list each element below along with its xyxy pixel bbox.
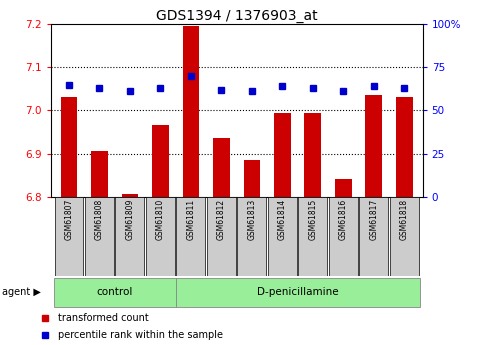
- Bar: [298, 197, 327, 276]
- Text: percentile rank within the sample: percentile rank within the sample: [58, 331, 223, 340]
- Bar: [176, 197, 205, 276]
- Bar: [213, 138, 230, 197]
- Text: GSM61814: GSM61814: [278, 199, 287, 240]
- Bar: [61, 98, 77, 197]
- Bar: [243, 160, 260, 197]
- Text: GSM61807: GSM61807: [65, 199, 73, 240]
- Text: GSM61816: GSM61816: [339, 199, 348, 240]
- Text: GSM61817: GSM61817: [369, 199, 378, 240]
- Bar: [122, 195, 138, 197]
- Bar: [359, 197, 388, 276]
- Bar: [183, 26, 199, 197]
- Text: GSM61811: GSM61811: [186, 199, 196, 240]
- Bar: [115, 197, 144, 276]
- Text: GSM61808: GSM61808: [95, 199, 104, 240]
- Text: GSM61813: GSM61813: [247, 199, 256, 240]
- Text: GSM61818: GSM61818: [400, 199, 409, 240]
- Text: GSM61812: GSM61812: [217, 199, 226, 240]
- Bar: [238, 197, 267, 276]
- Bar: [91, 151, 108, 197]
- Bar: [274, 112, 291, 197]
- Bar: [335, 179, 352, 197]
- Bar: [55, 197, 84, 276]
- Text: GSM61815: GSM61815: [308, 199, 317, 240]
- Text: GSM61809: GSM61809: [126, 199, 134, 240]
- Bar: [390, 197, 419, 276]
- Text: GSM61810: GSM61810: [156, 199, 165, 240]
- Text: agent ▶: agent ▶: [2, 287, 41, 297]
- Title: GDS1394 / 1376903_at: GDS1394 / 1376903_at: [156, 9, 317, 23]
- Bar: [54, 278, 176, 307]
- Bar: [366, 95, 382, 197]
- Bar: [329, 197, 358, 276]
- Bar: [176, 278, 420, 307]
- Bar: [152, 126, 169, 197]
- Bar: [396, 98, 412, 197]
- Text: D-penicillamine: D-penicillamine: [257, 287, 339, 297]
- Bar: [207, 197, 236, 276]
- Text: transformed count: transformed count: [58, 313, 149, 323]
- Bar: [146, 197, 175, 276]
- Bar: [85, 197, 114, 276]
- Bar: [268, 197, 297, 276]
- Bar: [304, 112, 321, 197]
- Text: control: control: [97, 287, 133, 297]
